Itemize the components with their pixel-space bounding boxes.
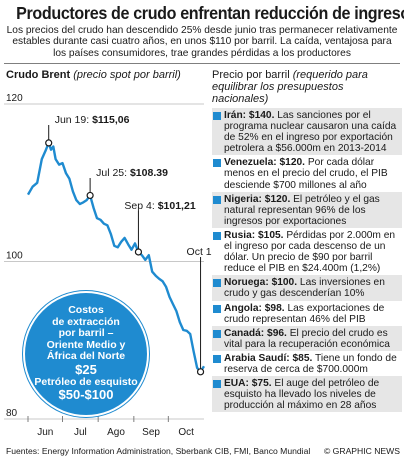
annotation-point	[196, 368, 205, 376]
page-subtitle: Los precios del crudo han descendido 25%…	[6, 25, 398, 59]
bullet-square-icon	[213, 159, 221, 168]
chart-title: Crudo Brent (precio spot por barril)	[6, 69, 181, 81]
country-item: EUA: $75. El auge del petróleo de esquis…	[212, 376, 402, 413]
country-price: $105.	[257, 229, 284, 241]
country-text: Las sanciones por el programa nuclear ca…	[224, 110, 397, 155]
country-name: Venezuela:	[224, 157, 277, 169]
country-item: Arabia Saudí: $85. Tiene un fondo de res…	[212, 351, 402, 376]
country-name: Arabia Saudí:	[224, 352, 290, 364]
costs-line-4: Oriente Medio y	[46, 338, 126, 351]
country-price: $120.	[264, 193, 291, 205]
country-text: Por cada dólar menos en el precio del cr…	[224, 157, 388, 191]
bullet-square-icon	[213, 304, 221, 313]
bullet-square-icon	[213, 195, 221, 204]
country-name: Noruega:	[224, 277, 269, 289]
country-text: El auge del petróleo de esquisto ha llev…	[224, 378, 380, 412]
annotation-label: Jun 19: $115,06	[55, 114, 130, 126]
y-tick-label: 120	[6, 93, 23, 104]
annotation-label: Oct 17: $85,99	[187, 246, 212, 258]
country-name: Canadá:	[224, 327, 265, 339]
annotation-label: Jul 25: $108.39	[96, 167, 168, 179]
divider	[4, 63, 400, 64]
breakeven-panel: Precio por barril (requerido para equili…	[212, 69, 402, 413]
country-price: $120.	[279, 157, 306, 169]
annotation-point	[134, 248, 143, 256]
country-item: Venezuela: $120. Por cada dólar menos en…	[212, 155, 402, 191]
x-tick-label: Sep	[142, 427, 160, 438]
costs-line-5: África del Norte	[46, 350, 126, 362]
credit-note: © GRAPHIC NEWS	[323, 446, 400, 456]
y-tick-label: 100	[6, 251, 23, 262]
country-text: Las inversiones en crudo y gas descender…	[224, 277, 385, 300]
x-tick-label: Ago	[107, 427, 125, 438]
country-item: Angola: $98. Las exportaciones de crudo …	[212, 301, 402, 326]
country-item: Noruega: $100. Las inversiones en crudo …	[212, 275, 402, 301]
chart-title-bold: Crudo Brent	[6, 69, 71, 81]
country-item: Irán: $140. Las sanciones por el program…	[212, 108, 402, 156]
country-item: Rusia: $105. Pérdidas por 2.000m en el i…	[212, 228, 402, 275]
bullet-square-icon	[213, 279, 221, 288]
annotation-value: $108.39	[130, 167, 168, 179]
country-item: Nigeria: $120. El petróleo y el gas natu…	[212, 191, 402, 228]
country-text: Tiene un fondo de reserva de cerca de $7…	[224, 352, 397, 375]
costs-line-2: de extracción	[52, 315, 120, 328]
country-text: Pérdidas por 2.000m en el ingreso por ca…	[224, 229, 396, 275]
country-item: Canadá: $96. El precio del crudo es vita…	[212, 325, 402, 351]
costs-line-6: Petróleo de esquisto	[34, 375, 138, 388]
country-price: $85.	[292, 352, 313, 364]
country-price: $75.	[251, 378, 272, 390]
country-name: Irán:	[224, 110, 247, 121]
chart-title-italic: (precio spot por barril)	[73, 69, 181, 81]
page-title: Productores de crudo enfrentan reducción…	[16, 3, 404, 23]
breakeven-title-note: (requerido para equilibrar los presupues…	[212, 69, 368, 105]
brent-price-line	[26, 141, 206, 373]
costs-line-3: por barril –	[58, 327, 114, 339]
country-price: $96.	[267, 327, 287, 339]
country-text: El precio del crudo es vital para la rec…	[224, 327, 390, 350]
bullet-square-icon	[213, 231, 221, 240]
country-name: Angola:	[224, 302, 262, 314]
country-name: Rusia:	[224, 229, 256, 241]
bullet-square-icon	[213, 354, 221, 363]
country-name: EUA:	[224, 378, 249, 390]
y-tick-label: 80	[6, 408, 18, 419]
x-tick-label: Jun	[37, 427, 53, 438]
annotation-value: $101,21	[158, 200, 196, 212]
country-text: El petróleo y el gas natural representan…	[224, 193, 380, 227]
costs-line-1: Costos	[68, 304, 104, 316]
country-name: Nigeria:	[224, 193, 262, 205]
annotation-value: $115,06	[92, 114, 130, 126]
annotation-label: Sep 4: $101,21	[124, 200, 195, 212]
country-price: $100.	[271, 277, 298, 289]
costs-value-shale: $50-$100	[58, 387, 114, 402]
annotation-date: Sep 4:	[124, 200, 157, 212]
annotation-date: Oct 17:	[187, 246, 212, 258]
sources-note: Fuentes: Energy Information Administrati…	[6, 446, 311, 456]
x-tick-label: Oct	[178, 427, 194, 438]
breakeven-title-text: Precio por barril	[212, 69, 290, 81]
extraction-costs-circle: Costos de extracción por barril – Orient…	[23, 291, 149, 417]
bullet-square-icon	[213, 380, 221, 389]
bullet-square-icon	[213, 112, 221, 120]
breakeven-panel-title: Precio por barril (requerido para equili…	[212, 69, 402, 105]
country-price: $140.	[248, 110, 275, 121]
annotation-point	[45, 139, 53, 147]
country-price: $98.	[264, 302, 285, 314]
costs-value-mena: $25	[75, 361, 97, 377]
x-tick-label: Jul	[74, 427, 87, 438]
annotation-date: Jul 25:	[96, 167, 130, 179]
country-text: Las exportaciones de crudo representan 4…	[224, 302, 385, 325]
bullet-square-icon	[213, 329, 221, 338]
country-list: Irán: $140. Las sanciones por el program…	[212, 108, 402, 413]
annotation-date: Jun 19:	[55, 114, 92, 126]
annotation-point	[86, 191, 94, 200]
